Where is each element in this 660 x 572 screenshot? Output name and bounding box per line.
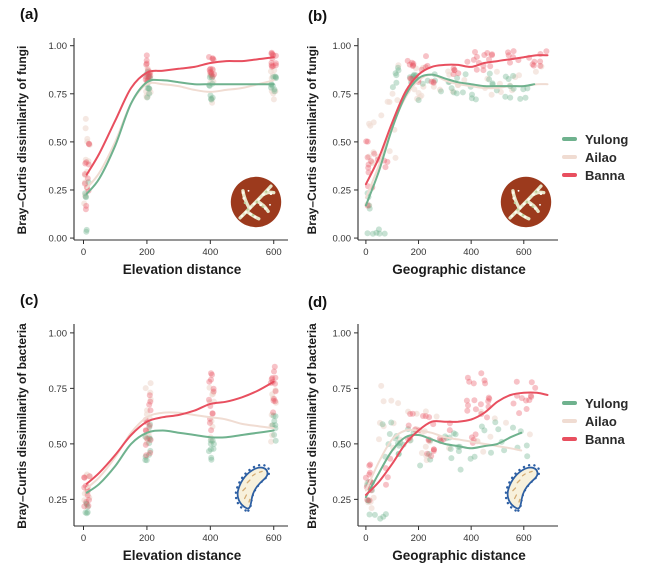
- svg-text:0.50: 0.50: [49, 137, 68, 148]
- svg-text:1.00: 1.00: [49, 328, 68, 339]
- plot-d: 0.25 0.50 0.75 1.00 0 200 400 600: [333, 324, 558, 544]
- x-axis-label-a: Elevation distance: [122, 262, 242, 277]
- legend-item-yulong: Yulong: [562, 130, 660, 148]
- legend-item-banna: Banna: [562, 430, 660, 448]
- svg-text:0.50: 0.50: [49, 439, 68, 450]
- legend-item-yulong: Yulong: [562, 394, 660, 412]
- svg-text:0.00: 0.00: [333, 234, 352, 245]
- x-axis-label-b: Geographic distance: [392, 262, 526, 277]
- svg-text:600: 600: [266, 247, 282, 258]
- y-axis-label-c: Bray–Curtis dissimilarity of bacteria: [15, 323, 29, 529]
- fit-line-yulong: [364, 431, 523, 499]
- svg-text:200: 200: [411, 533, 427, 544]
- svg-text:0.75: 0.75: [49, 384, 68, 395]
- svg-text:200: 200: [139, 247, 155, 258]
- svg-text:0.75: 0.75: [333, 384, 352, 395]
- legend-label-ailao: Ailao: [585, 149, 617, 165]
- y-axis-label-d: Bray–Curtis dissimilarity of bacteria: [305, 323, 319, 529]
- fit-line-banna: [364, 54, 549, 186]
- svg-text:200: 200: [411, 247, 427, 258]
- svg-text:0: 0: [81, 247, 86, 258]
- legend-label-yulong: Yulong: [585, 395, 629, 411]
- plot-a: 0.00 0.25 0.50 0.75 1.00 0 200 400 600: [49, 38, 288, 258]
- bacteria-icon: [234, 463, 271, 512]
- svg-text:1.00: 1.00: [333, 41, 352, 52]
- legend-fungi: Yulong Ailao Banna: [562, 130, 660, 184]
- x-axis-label-d: Geographic distance: [392, 548, 526, 563]
- fit-line-ailao: [85, 411, 275, 490]
- svg-text:600: 600: [516, 533, 532, 544]
- svg-text:0.25: 0.25: [49, 495, 68, 506]
- legend-bacteria: Yulong Ailao Banna: [562, 394, 660, 448]
- legend-item-banna: Banna: [562, 166, 660, 184]
- legend-label-yulong: Yulong: [585, 131, 629, 147]
- legend-item-ailao: Ailao: [562, 148, 660, 166]
- svg-text:600: 600: [266, 533, 282, 544]
- legend-item-ailao: Ailao: [562, 412, 660, 430]
- legend-swatch-yulong: [562, 401, 577, 405]
- legend-swatch-banna: [562, 437, 577, 441]
- svg-text:0: 0: [363, 247, 368, 258]
- svg-text:600: 600: [516, 247, 532, 258]
- fit-line-yulong: [364, 73, 536, 207]
- plot-b: 0.00 0.25 0.50 0.75 1.00 0 200 400 600: [333, 38, 558, 258]
- fit-line-yulong: [85, 78, 275, 195]
- panel-c: (c) Bray–Curtis dissimilarity of bacteri…: [6, 290, 302, 572]
- legend-swatch-banna: [562, 173, 577, 177]
- y-axis-label-b: Bray–Curtis dissimilarity of fungi: [305, 45, 319, 235]
- x-axis-label-c: Elevation distance: [122, 548, 242, 563]
- plot-c: 0.25 0.50 0.75 1.00 0 200 400 600: [49, 324, 288, 544]
- svg-text:400: 400: [463, 247, 479, 258]
- svg-text:0.00: 0.00: [49, 234, 68, 245]
- panel-letter-b: (b): [308, 8, 328, 25]
- svg-text:0: 0: [81, 533, 86, 544]
- legend-label-ailao: Ailao: [585, 413, 617, 429]
- bacteria-icon: [504, 463, 541, 512]
- fit-line-banna: [364, 391, 549, 496]
- svg-text:1.00: 1.00: [49, 41, 68, 52]
- panel-b: (b) Bray–Curtis dissimilarity of fungi 0…: [300, 4, 562, 288]
- fit-line-banna: [85, 380, 275, 485]
- svg-text:200: 200: [139, 533, 155, 544]
- svg-text:400: 400: [202, 533, 218, 544]
- panel-letter-c: (c): [20, 292, 39, 309]
- svg-text:400: 400: [202, 247, 218, 258]
- panel-letter-d: (d): [308, 294, 328, 311]
- legend-swatch-yulong: [562, 137, 577, 141]
- panel-letter-a: (a): [20, 6, 39, 23]
- y-axis-label-a: Bray–Curtis dissimilarity of fungi: [15, 45, 29, 235]
- legend-label-banna: Banna: [585, 167, 625, 183]
- svg-text:0.25: 0.25: [333, 495, 352, 506]
- svg-text:0.75: 0.75: [49, 89, 68, 100]
- legend-swatch-ailao: [562, 155, 577, 159]
- svg-text:0.25: 0.25: [333, 185, 352, 196]
- svg-text:400: 400: [463, 533, 479, 544]
- fit-line-ailao: [85, 79, 275, 190]
- fit-line-ailao: [364, 428, 523, 492]
- svg-text:0.25: 0.25: [49, 185, 68, 196]
- fit-line-yulong: [85, 429, 275, 494]
- svg-text:0.50: 0.50: [333, 439, 352, 450]
- svg-text:0.75: 0.75: [333, 89, 352, 100]
- fit-line-banna: [85, 56, 275, 176]
- panel-d: (d) Bray–Curtis dissimilarity of bacteri…: [300, 290, 562, 572]
- svg-text:1.00: 1.00: [333, 328, 352, 339]
- fungi-icon: [499, 175, 553, 229]
- svg-text:0.50: 0.50: [333, 137, 352, 148]
- fungi-icon: [229, 175, 283, 229]
- panel-a: (a) Bray–Curtis dissimilarity of fungi 0…: [6, 4, 302, 288]
- legend-label-banna: Banna: [585, 431, 625, 447]
- legend-swatch-ailao: [562, 419, 577, 423]
- svg-text:0: 0: [363, 533, 368, 544]
